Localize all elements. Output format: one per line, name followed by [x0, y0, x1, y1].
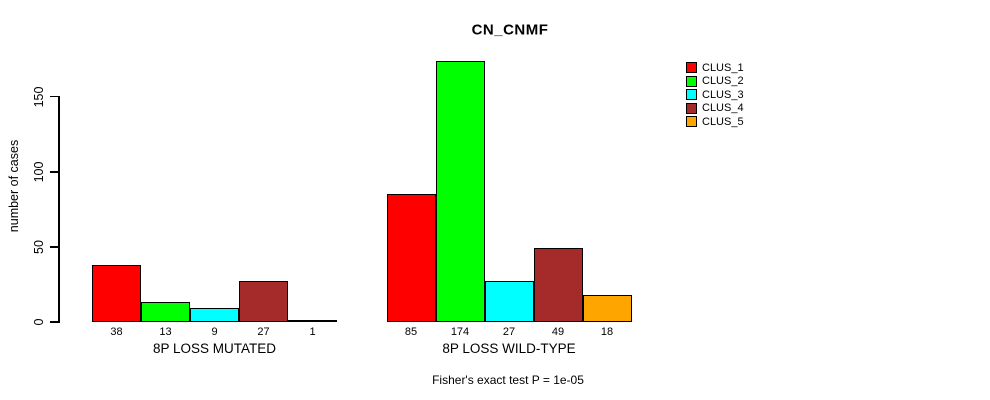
legend-swatch-clus_2 — [686, 75, 697, 87]
y-tick-mark — [50, 246, 59, 248]
bar-value-label: 85 — [404, 326, 418, 338]
y-tick-mark — [50, 95, 59, 98]
legend-swatch-clus_1 — [686, 62, 697, 74]
bar-clus_1-group2 — [386, 194, 436, 322]
y-tick-label: 100 — [31, 161, 46, 183]
bar-value-label: 1 — [309, 326, 316, 338]
chart-title: CN_CNMF — [471, 21, 549, 39]
legend-item-clus_1: CLUS_1 — [686, 61, 744, 75]
y-tick-label: 0 — [31, 318, 46, 326]
bar-value-label: 49 — [551, 326, 565, 338]
bar-value-label: 27 — [257, 326, 270, 338]
legend-swatch-clus_4 — [686, 102, 697, 114]
bar-value-label: 38 — [110, 326, 123, 338]
legend-label-clus_5: CLUS_5 — [702, 115, 744, 128]
bar-value-label: 174 — [450, 326, 470, 338]
legend-label-clus_3: CLUS_3 — [702, 88, 744, 101]
legend-label-clus_2: CLUS_2 — [702, 75, 744, 88]
bar-value-label: 13 — [159, 326, 172, 338]
y-axis-label: number of cases — [7, 139, 21, 233]
bar-clus_2-group1 — [141, 302, 190, 322]
y-tick-mark — [50, 171, 59, 173]
legend-swatch-clus_5 — [686, 116, 697, 128]
legend: CLUS_1 CLUS_2 CLUS_3 CLUS_4 CLUS_5 — [686, 61, 744, 129]
footnote-text: Fisher's exact test P = 1e-05 — [432, 373, 584, 387]
bar-clus_5-group1 — [288, 320, 337, 323]
legend-item-clus_3: CLUS_3 — [686, 88, 744, 102]
group-label-2: 8P LOSS WILD-TYPE — [442, 341, 576, 356]
bar-clus_5-group2 — [582, 294, 632, 322]
bar-value-label: 27 — [502, 326, 516, 338]
bar-clus_3-group1 — [190, 308, 239, 322]
legend-item-clus_5: CLUS_5 — [686, 115, 744, 129]
bar-value-label: 9 — [211, 326, 218, 338]
legend-label-clus_4: CLUS_4 — [702, 102, 744, 115]
y-tick-label: 50 — [31, 239, 46, 254]
y-tick-label: 150 — [31, 86, 46, 108]
legend-item-clus_2: CLUS_2 — [686, 75, 744, 89]
bar-value-label: 18 — [600, 326, 614, 338]
y-tick-mark — [50, 321, 59, 323]
y-axis-line — [58, 95, 60, 323]
bar-clus_4-group2 — [533, 248, 583, 322]
bar-clus_4-group1 — [239, 281, 288, 322]
bar-clus_3-group2 — [484, 281, 534, 322]
legend-swatch-clus_3 — [686, 89, 697, 101]
group-label-1: 8P LOSS MUTATED — [152, 341, 277, 356]
legend-label-clus_1: CLUS_1 — [702, 61, 744, 74]
bar-clus_1-group1 — [92, 264, 141, 322]
legend-item-clus_4: CLUS_4 — [686, 102, 744, 116]
bar-clus_2-group2 — [435, 60, 485, 322]
